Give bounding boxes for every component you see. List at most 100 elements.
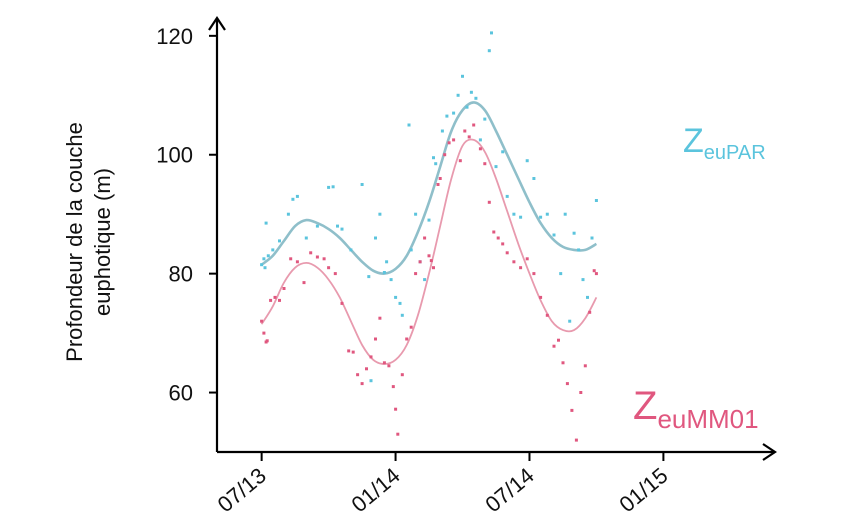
data-point-zeumm01: [492, 230, 496, 234]
y-ticks: 60 80 100 120: [156, 24, 217, 406]
data-point-zeumm01: [396, 432, 400, 436]
y-axis-arrow-icon: [208, 16, 226, 31]
data-point-zeumm01: [512, 260, 516, 264]
data-point-zeupar: [434, 162, 438, 166]
data-point-zeumm01: [360, 382, 364, 386]
data-point-zeupar: [331, 185, 335, 189]
data-point-zeumm01: [519, 266, 523, 270]
data-point-zeumm01: [295, 260, 299, 264]
data-point-zeupar: [398, 301, 402, 305]
data-point-zeupar: [552, 233, 556, 237]
smooth-curves: [260, 101, 598, 365]
data-point-zeumm01: [501, 242, 505, 246]
data-point-zeupar: [409, 248, 413, 252]
data-point-zeumm01: [438, 177, 442, 180]
data-point-zeumm01: [400, 373, 404, 377]
data-point-zeumm01: [273, 295, 277, 299]
data-point-zeumm01: [570, 408, 574, 412]
data-point-zeumm01: [289, 257, 293, 261]
data-point-zeumm01: [265, 339, 269, 343]
data-point-zeumm01: [436, 183, 440, 186]
data-point-zeumm01: [351, 350, 355, 354]
data-point-zeupar: [278, 239, 281, 243]
data-point-zeupar: [286, 212, 290, 216]
data-point-zeumm01: [394, 407, 398, 411]
data-point-zeupar: [315, 224, 319, 228]
data-point-zeupar: [407, 123, 411, 127]
data-point-zeumm01: [333, 272, 337, 276]
data-point-zeupar: [263, 266, 267, 270]
data-point-zeupar: [452, 111, 456, 115]
data-point-zeupar: [427, 218, 431, 222]
data-point-zeumm01: [505, 251, 509, 255]
data-point-zeumm01: [269, 298, 273, 302]
y-tick-label: 80: [169, 262, 193, 287]
data-point-zeupar: [469, 90, 473, 94]
data-point-zeumm01: [409, 325, 413, 329]
data-point-zeupar: [369, 379, 373, 383]
data-point-zeupar: [505, 194, 509, 198]
data-point-zeupar: [474, 96, 478, 100]
data-point-zeupar: [559, 272, 563, 276]
data-point-zeupar: [478, 138, 482, 142]
data-point-zeupar: [487, 49, 491, 53]
data-point-zeumm01: [539, 295, 543, 299]
data-point-zeumm01: [327, 266, 331, 270]
data-point-zeupar: [577, 248, 581, 252]
data-point-zeumm01: [262, 331, 266, 335]
data-point-zeumm01: [557, 338, 560, 342]
data-point-zeupar: [581, 278, 585, 282]
x-tick-label: 07/14: [480, 463, 538, 518]
data-point-zeumm01: [467, 135, 471, 139]
data-point-zeumm01: [278, 298, 281, 302]
data-point-zeupar: [260, 263, 264, 267]
data-point-zeupar: [512, 212, 516, 216]
y-axis-label-line-2: euphotique (m): [90, 168, 115, 316]
data-point-zeupar: [389, 278, 393, 282]
data-point-zeumm01: [414, 272, 418, 276]
y-tick-label: 100: [156, 143, 193, 168]
data-point-zeupar: [525, 159, 529, 163]
x-tick-label: 01/15: [614, 463, 672, 518]
data-point-zeumm01: [574, 438, 578, 442]
data-point-zeumm01: [432, 266, 435, 270]
y-tick-label: 120: [156, 24, 193, 49]
data-point-zeumm01: [443, 153, 447, 157]
data-point-zeupar: [572, 231, 576, 235]
x-tick-label: 07/13: [213, 463, 271, 518]
y-axis-label-line-1: Profondeur de la couche: [62, 122, 87, 362]
data-point-zeumm01: [282, 287, 286, 290]
data-point-zeumm01: [483, 162, 487, 166]
data-point-zeumm01: [594, 272, 598, 276]
data-point-zeupar: [271, 248, 275, 252]
data-point-zeupar: [266, 254, 270, 258]
data-point-zeupar: [494, 165, 498, 169]
data-point-zeumm01: [552, 344, 556, 348]
data-point-zeumm01: [496, 236, 500, 240]
data-point-zeumm01: [472, 123, 476, 127]
data-point-zeupar: [519, 215, 523, 219]
data-point-zeupar: [349, 248, 353, 252]
data-point-zeupar: [385, 260, 389, 264]
axes: [208, 16, 777, 461]
data-point-zeupar: [456, 93, 460, 97]
data-point-zeupar: [568, 319, 572, 323]
smooth-line-zeupar: [260, 101, 598, 275]
data-point-zeupar: [295, 194, 299, 198]
data-point-zeumm01: [382, 361, 386, 365]
data-point-zeumm01: [463, 129, 467, 133]
data-point-zeupar: [465, 105, 469, 109]
data-point-zeumm01: [429, 259, 433, 263]
data-point-zeumm01: [545, 313, 549, 317]
data-point-zeumm01: [561, 361, 565, 365]
data-point-zeumm01: [588, 310, 592, 314]
data-point-zeupar: [264, 221, 268, 225]
data-point-zeumm01: [391, 385, 395, 389]
data-point-zeumm01: [315, 255, 319, 259]
data-point-zeumm01: [405, 337, 409, 341]
data-point-zeupar: [327, 185, 331, 189]
data-point-zeupar: [586, 295, 589, 299]
data-point-zeupar: [483, 117, 487, 121]
data-point-zeumm01: [260, 319, 264, 323]
